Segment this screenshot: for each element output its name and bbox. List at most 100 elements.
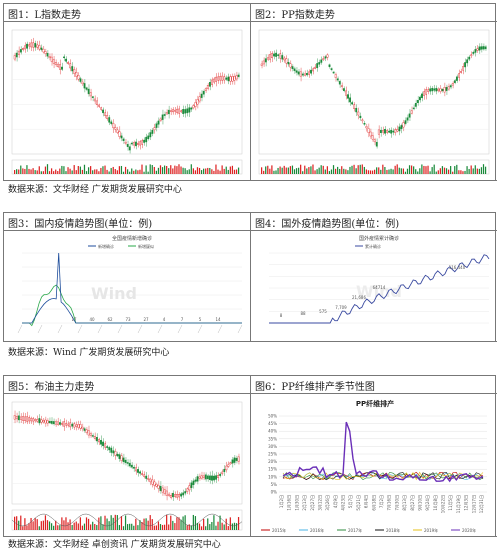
volume-bar xyxy=(46,164,49,174)
volume-bar xyxy=(476,168,478,174)
volume-bar xyxy=(163,165,166,174)
candle-body xyxy=(291,66,294,70)
candle-body xyxy=(229,76,232,82)
volume-bar xyxy=(279,166,281,174)
legend-label: 2017年 xyxy=(348,527,362,533)
x-tick-label: 8月13日 xyxy=(402,495,407,511)
candle-body xyxy=(369,131,372,137)
candle-body xyxy=(468,56,471,60)
volume-bar xyxy=(77,523,79,530)
candle-body xyxy=(54,62,57,65)
candle-body xyxy=(303,73,306,76)
chart-title: 全国疫情新增确诊 xyxy=(112,235,152,242)
candle-body xyxy=(472,51,475,54)
candle-body xyxy=(165,112,168,115)
volume-bar xyxy=(92,170,94,174)
volume-bar xyxy=(205,526,207,530)
candle-body xyxy=(30,417,33,422)
candle-body xyxy=(223,468,226,472)
candle-body xyxy=(198,476,201,479)
volume-bar xyxy=(65,517,67,530)
candle-body xyxy=(28,417,31,422)
candle-body xyxy=(431,87,434,92)
series-line-2018年 xyxy=(282,471,484,481)
volume-bar xyxy=(137,170,139,174)
candle-body xyxy=(231,76,234,82)
volume-bar xyxy=(63,520,65,530)
candle-body xyxy=(410,110,413,114)
volume-bar xyxy=(211,521,213,530)
candle-body xyxy=(453,80,456,83)
volume-bar xyxy=(275,170,277,174)
legend-label-confirmed: 新增确诊 xyxy=(98,243,114,249)
candle-body xyxy=(42,48,45,53)
volume-bar xyxy=(219,170,221,174)
candle-body xyxy=(174,494,176,497)
candle-body xyxy=(163,114,166,116)
candle-body xyxy=(157,484,160,489)
volume-bar xyxy=(304,165,306,174)
volume-bar xyxy=(65,171,67,174)
volume-bar xyxy=(287,167,289,174)
volume-bar xyxy=(174,523,176,530)
volume-bar xyxy=(400,168,402,174)
y-tick-label: 30% xyxy=(268,444,277,449)
candle-body xyxy=(361,119,364,122)
volume-bar xyxy=(190,164,192,174)
candle-body xyxy=(77,75,80,80)
candle-body xyxy=(174,109,176,112)
volume-bar xyxy=(277,167,279,174)
y-tick-label: 0% xyxy=(271,490,278,495)
x-tick-label: 1月2日 xyxy=(279,495,284,508)
x-tick-label: 9月24日 xyxy=(425,495,430,511)
volume-bar xyxy=(30,517,32,530)
volume-bar xyxy=(233,522,236,530)
candle-body xyxy=(85,429,88,433)
volume-bar xyxy=(83,164,86,174)
figure-5-title: 图5：布油主力走势 xyxy=(4,376,250,394)
figure-4-title: 图4：国外疫情趋势图(单位：例) xyxy=(251,213,497,231)
candle-body xyxy=(26,43,28,49)
volume-bar xyxy=(73,522,75,530)
volume-bar xyxy=(285,167,287,174)
candle-body xyxy=(26,416,28,422)
candle-body xyxy=(184,491,187,494)
candle-body xyxy=(235,75,238,80)
candle-body xyxy=(429,88,432,92)
candle-body xyxy=(460,71,462,73)
volume-bar xyxy=(300,164,302,174)
volume-bar xyxy=(71,170,73,174)
volume-bar xyxy=(71,524,73,530)
volume-bar xyxy=(151,165,153,174)
volume-bar xyxy=(98,517,100,530)
data-label: 17 xyxy=(71,317,77,322)
candle-body xyxy=(231,459,234,464)
candle-body xyxy=(200,475,203,479)
candle-body xyxy=(233,457,236,463)
source-note-3: 数据来源：文华财经 卓创资讯 广发期货发展研究中心 xyxy=(8,540,221,550)
volume-bar xyxy=(231,523,234,530)
candle-body xyxy=(91,435,94,437)
candle-body xyxy=(318,62,321,65)
volume-bar xyxy=(153,525,155,530)
candle-body xyxy=(439,88,442,92)
candle-body xyxy=(89,92,92,97)
candle-body xyxy=(198,96,201,102)
candle-body xyxy=(357,111,360,116)
volume-bar xyxy=(194,516,197,530)
x-tick-label: 11月5日 xyxy=(448,495,453,511)
candle-body xyxy=(50,420,53,424)
volume-bar xyxy=(170,165,172,174)
volume-bar xyxy=(16,516,18,530)
volume-bar xyxy=(437,170,439,174)
candle-body xyxy=(190,482,193,488)
candle-body xyxy=(73,423,76,428)
candle-body xyxy=(208,475,211,481)
volume-bar xyxy=(67,522,69,530)
volume-bar xyxy=(151,519,153,530)
candle-body xyxy=(145,475,148,479)
candle-body xyxy=(316,63,319,69)
volume-bar xyxy=(392,169,394,174)
figure-2-panel: 图2：PP指数走势 xyxy=(251,4,497,181)
cumulative-series-line xyxy=(269,254,490,324)
